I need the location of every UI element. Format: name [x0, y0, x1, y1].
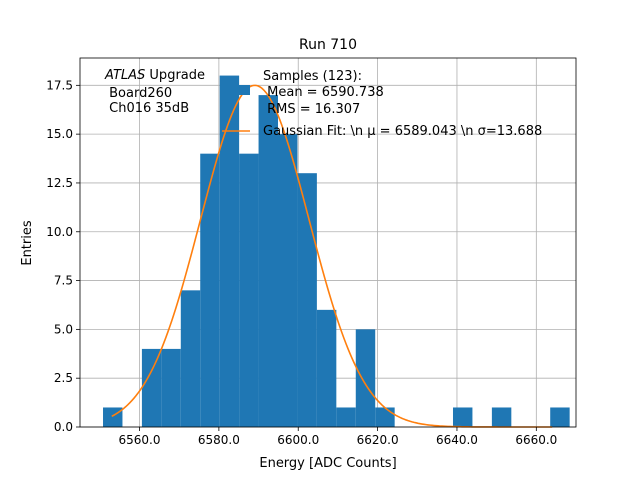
histogram-bar — [375, 407, 395, 427]
atlas-annotation: ATLAS Upgrade Board260 Ch016 35dB — [104, 68, 205, 116]
x-tick-label: 6660.0 — [515, 433, 557, 447]
chart-title: Run 710 — [299, 37, 357, 53]
legend-samples-title: Samples (123): — [263, 69, 362, 84]
histogram-bar — [219, 75, 240, 428]
y-tick-label: 2.5 — [54, 371, 73, 385]
histogram-bar — [141, 348, 162, 427]
legend-samples-swatch — [222, 85, 250, 95]
x-tick-label: 6620.0 — [357, 433, 399, 447]
annotation-label: Upgrade — [149, 68, 205, 83]
x-axis-label: Energy [ADC Counts] — [259, 456, 396, 471]
histogram-bar — [180, 290, 201, 427]
histogram-bar — [161, 348, 181, 427]
y-tick-label: 7.5 — [54, 274, 73, 288]
legend-fit-label: Gaussian Fit: \n μ = 6589.043 \n σ=13.68… — [263, 124, 542, 139]
y-tick-label: 15.0 — [46, 127, 73, 141]
y-tick-label: 5.0 — [54, 322, 73, 336]
histogram-bar — [316, 309, 337, 427]
histogram-bar — [355, 329, 376, 427]
x-tick-label: 6600.0 — [277, 433, 319, 447]
plot-frame — [79, 57, 577, 428]
x-tick-label: 6640.0 — [436, 433, 478, 447]
histogram-bar — [297, 173, 317, 427]
y-axis-ticks: 0.0 2.5 5.0 7.5 10.0 12.5 15.0 17.5 — [46, 78, 80, 434]
histogram-bars — [103, 75, 570, 428]
histogram-bar — [278, 134, 298, 427]
histogram-bar — [103, 407, 123, 427]
histogram-bar — [550, 407, 570, 427]
x-axis-ticks: 6560.0 6580.0 6600.0 6620.0 6640.0 6660.0 — [119, 427, 557, 447]
annotation-experiment: ATLAS — [104, 68, 145, 83]
histogram-bar — [239, 153, 259, 427]
histogram-bar — [336, 407, 356, 427]
y-tick-label: 12.5 — [46, 176, 73, 190]
histogram-bar — [452, 407, 473, 427]
svg-text:ATLAS Upgrade: ATLAS Upgrade — [104, 68, 205, 83]
legend-samples-mean: Mean = 6590.738 — [263, 85, 384, 100]
y-axis-label: Entries — [20, 220, 35, 266]
annotation-board: Board260 — [105, 86, 172, 101]
legend: Samples (123): Mean = 6590.738 RMS = 16.… — [222, 69, 542, 139]
y-tick-label: 10.0 — [46, 225, 73, 239]
histogram-bar — [258, 95, 279, 427]
histogram-bar — [491, 407, 512, 427]
y-tick-label: 0.0 — [54, 420, 73, 434]
y-tick-label: 17.5 — [46, 78, 73, 92]
annotation-channel: Ch016 35dB — [105, 101, 189, 116]
x-tick-label: 6560.0 — [119, 433, 161, 447]
x-tick-label: 6580.0 — [198, 433, 240, 447]
histogram-bar — [200, 153, 220, 427]
legend-samples-rms: RMS = 16.307 — [263, 102, 360, 117]
